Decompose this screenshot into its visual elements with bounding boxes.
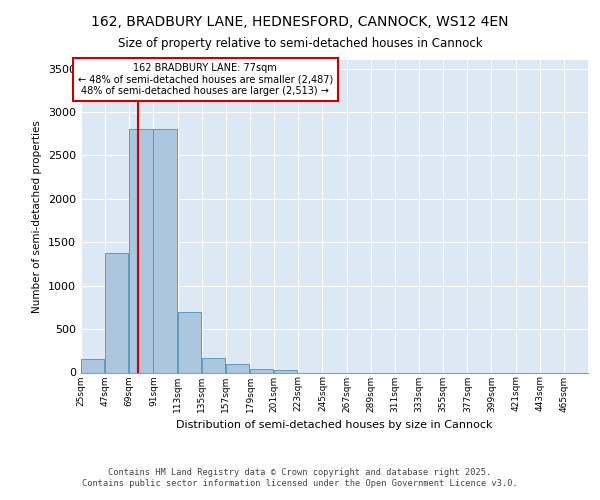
Bar xyxy=(129,130,152,372)
Text: Contains HM Land Registry data © Crown copyright and database right 2025.
Contai: Contains HM Land Registry data © Crown c… xyxy=(82,468,518,487)
X-axis label: Distribution of semi-detached houses by size in Cannock: Distribution of semi-detached houses by … xyxy=(176,420,493,430)
Text: 162, BRADBURY LANE, HEDNESFORD, CANNOCK, WS12 4EN: 162, BRADBURY LANE, HEDNESFORD, CANNOCK,… xyxy=(91,15,509,29)
Bar xyxy=(250,369,273,372)
Y-axis label: Number of semi-detached properties: Number of semi-detached properties xyxy=(32,120,43,312)
Bar xyxy=(202,358,225,372)
Text: Size of property relative to semi-detached houses in Cannock: Size of property relative to semi-detach… xyxy=(118,38,482,51)
Bar xyxy=(226,364,249,372)
Bar xyxy=(178,312,201,372)
Bar xyxy=(81,360,104,372)
Bar xyxy=(154,130,176,372)
Bar xyxy=(105,252,128,372)
Text: 162 BRADBURY LANE: 77sqm
← 48% of semi-detached houses are smaller (2,487)
48% o: 162 BRADBURY LANE: 77sqm ← 48% of semi-d… xyxy=(77,63,333,96)
Bar xyxy=(274,370,298,372)
